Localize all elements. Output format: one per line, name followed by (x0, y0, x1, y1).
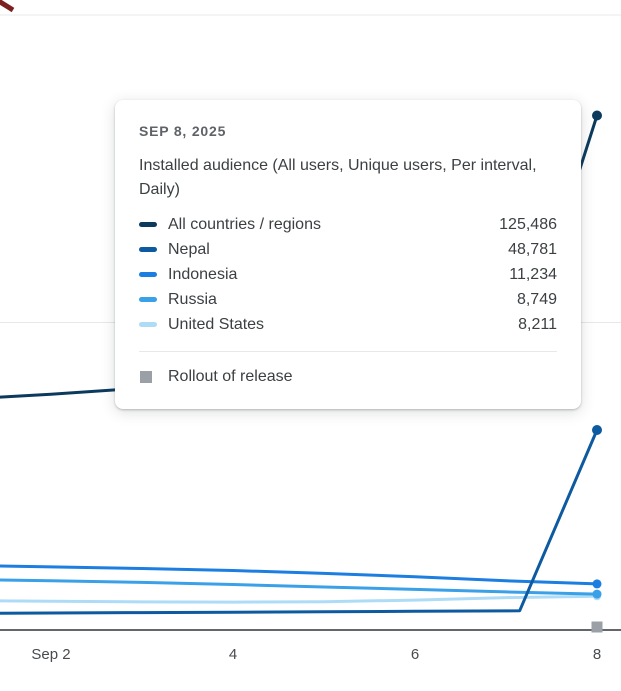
tooltip-series-row: United States 8,211 (139, 312, 557, 337)
tooltip-series-row: Indonesia 11,234 (139, 262, 557, 287)
chart-tooltip: SEP 8, 2025 Installed audience (All user… (115, 100, 581, 409)
x-tick-label: 6 (410, 646, 420, 663)
series-line-indonesia (0, 564, 599, 586)
series-value: 125,486 (499, 215, 557, 233)
series-marker-icon (139, 322, 157, 327)
offscreen-red-series-fragment (0, 0, 15, 13)
tooltip-series-row: Russia 8,749 (139, 287, 557, 312)
series-value: 11,234 (509, 265, 557, 283)
series-value: 8,749 (516, 290, 557, 308)
tooltip-annotation-row: Rollout of release (139, 364, 557, 390)
series-label: All countries / regions (168, 215, 321, 233)
x-tick-label: 4 (228, 646, 238, 663)
tooltip-series-row: All countries / regions 125,486 (139, 212, 557, 237)
series-line-russia (0, 578, 599, 596)
annotation-marker-col (139, 371, 157, 383)
tooltip-metric-title: Installed audience (All users, Unique us… (139, 157, 537, 198)
series-value: 8,211 (518, 315, 557, 333)
series-marker-icon (139, 272, 157, 277)
annotation-marker (140, 371, 152, 383)
series-end-dot-nepal (592, 425, 602, 435)
series-end-dot-all-countries (592, 110, 602, 121)
series-line-nepal (0, 428, 599, 615)
series-end-dot-indonesia (592, 579, 602, 589)
series-marker-col (139, 322, 157, 327)
x-tick-label: Sep 2 (31, 646, 71, 663)
x-tick-label: 8 (592, 646, 602, 663)
series-marker-icon (139, 247, 157, 252)
series-label: Russia (168, 290, 217, 308)
series-marker-col (139, 272, 157, 277)
series-line-united-states (0, 594, 599, 604)
tooltip-divider (139, 351, 557, 352)
series-label: United States (168, 315, 265, 333)
series-label: Nepal (168, 240, 210, 258)
series-marker-icon (139, 222, 157, 227)
series-end-dot-russia (592, 589, 602, 599)
series-value: 48,781 (508, 240, 557, 258)
tooltip-series-row: Nepal 48,781 (139, 237, 557, 262)
tooltip-date: SEP 8, 2025 (139, 123, 227, 139)
series-marker-icon (139, 297, 157, 302)
series-label: Indonesia (168, 265, 238, 283)
series-marker-col (139, 247, 157, 252)
series-marker-col (139, 297, 157, 302)
series-marker-col (139, 222, 157, 227)
annotation-label: Rollout of release (168, 368, 293, 385)
rollout-marker[interactable] (591, 621, 603, 633)
